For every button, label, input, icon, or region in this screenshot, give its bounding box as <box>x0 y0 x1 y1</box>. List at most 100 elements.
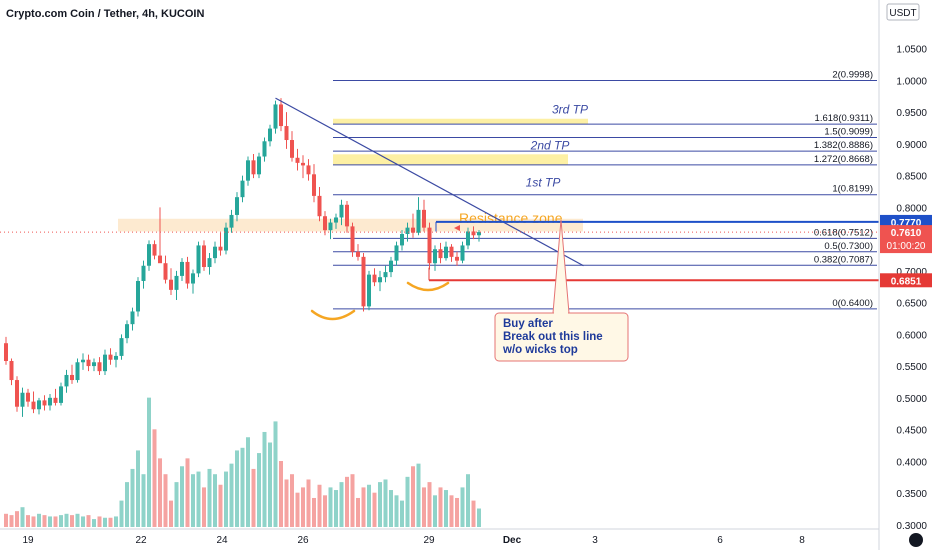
fib-level-label: 1(0.8199) <box>832 184 873 195</box>
volume-bar <box>334 490 338 527</box>
volume-bar <box>141 474 146 527</box>
price-tag-label: 0.7770 <box>891 218 922 229</box>
volume-bar <box>367 484 371 527</box>
volume-bar <box>323 495 327 527</box>
candle-body <box>64 374 69 387</box>
volume-bar <box>163 474 168 527</box>
candle-body <box>471 231 476 236</box>
volume-bar <box>202 487 206 527</box>
volume-bar <box>92 519 96 527</box>
candle-body <box>477 232 481 236</box>
volume-bar <box>147 397 151 527</box>
volume-bar <box>64 513 69 527</box>
x-tick-label: 22 <box>135 535 147 546</box>
y-tick-label: 0.8500 <box>896 172 927 183</box>
candle-body <box>114 355 118 360</box>
volume-bar <box>114 516 118 527</box>
x-tick-label: 6 <box>717 535 723 546</box>
volume-bar <box>422 487 426 527</box>
volume-bar <box>339 482 344 527</box>
y-tick-label: 0.7000 <box>896 267 927 278</box>
volume-bar <box>20 507 25 527</box>
volume-bar <box>125 482 129 527</box>
candle-body <box>433 249 437 264</box>
candle-body <box>438 249 443 259</box>
volume-bar <box>246 437 250 527</box>
volume-bar <box>378 482 382 527</box>
candle-body <box>158 255 162 264</box>
callout-pointer <box>552 219 570 314</box>
y-tick-label: 1.0000 <box>896 76 927 87</box>
tp-label: 2nd TP <box>530 138 570 152</box>
y-tick-label: 0.4500 <box>896 426 927 437</box>
candle-body <box>345 204 349 227</box>
candle-body <box>317 195 322 217</box>
volume-bar <box>37 513 41 527</box>
candle-body <box>185 261 190 284</box>
candle-body <box>202 245 206 268</box>
fib-level-label: 0.5(0.7300) <box>824 241 873 252</box>
volume-bar <box>48 516 52 527</box>
volume-bar <box>449 495 454 527</box>
volume-bar <box>361 487 366 527</box>
price-tag <box>880 273 932 288</box>
fib-level-label: 1.5(0.9099) <box>824 127 873 138</box>
candle-body <box>350 226 355 252</box>
candle-body <box>15 380 19 407</box>
candle-body <box>295 157 300 163</box>
candle-body <box>405 227 410 234</box>
candle-body <box>125 324 129 339</box>
candle-body <box>290 140 294 158</box>
x-tick-label: 29 <box>423 535 435 546</box>
volume-bar <box>213 474 217 527</box>
y-tick-label: 0.5500 <box>896 362 927 373</box>
candle-body <box>389 260 393 273</box>
candle-body <box>81 359 85 363</box>
volume-bar <box>405 476 410 527</box>
volume-bar <box>103 517 107 527</box>
volume-bar <box>273 421 278 527</box>
y-tick-label: 0.4000 <box>896 457 927 468</box>
y-tick-label: 1.0500 <box>896 45 927 56</box>
tp-label: 3rd TP <box>552 103 588 117</box>
candle-body <box>92 362 96 367</box>
bottom-curve-right <box>406 281 450 292</box>
candle-body <box>169 279 173 290</box>
candle-body <box>460 245 465 261</box>
volume-bar <box>152 429 157 527</box>
tp-highlight-band <box>333 118 588 125</box>
candle-body <box>31 401 36 410</box>
volume-bar <box>185 458 190 527</box>
volume-bar <box>235 450 239 527</box>
candle-body <box>103 354 107 372</box>
bottom-curve-left <box>310 309 356 321</box>
currency-label: USDT <box>889 8 916 19</box>
candle-body <box>444 246 448 259</box>
candle-body <box>400 233 404 246</box>
callout-text-line: w/o wicks top <box>502 344 578 356</box>
volume-bar <box>328 487 333 527</box>
candle-body <box>196 245 201 274</box>
volume-bar <box>59 515 63 527</box>
fib-level-label: 1.382(0.8886) <box>814 140 873 151</box>
volume-bar <box>26 515 30 527</box>
volume-bar <box>207 468 212 527</box>
descending-trendline <box>275 97 584 267</box>
price-tag-label: 0.7610 <box>891 228 922 239</box>
candle-body <box>257 156 261 175</box>
candle-body <box>37 400 41 410</box>
candle-body <box>262 141 267 157</box>
volume-bar <box>251 468 256 527</box>
volume-bar <box>169 500 173 527</box>
candle-body <box>20 392 25 407</box>
candle-body <box>26 392 30 402</box>
volume-bar <box>301 487 305 527</box>
candle-body <box>42 400 47 406</box>
volume-bar <box>356 497 360 527</box>
candle-body <box>323 216 327 231</box>
candle-body <box>48 397 52 406</box>
candle-body <box>246 160 250 181</box>
volume-bar <box>411 466 415 527</box>
